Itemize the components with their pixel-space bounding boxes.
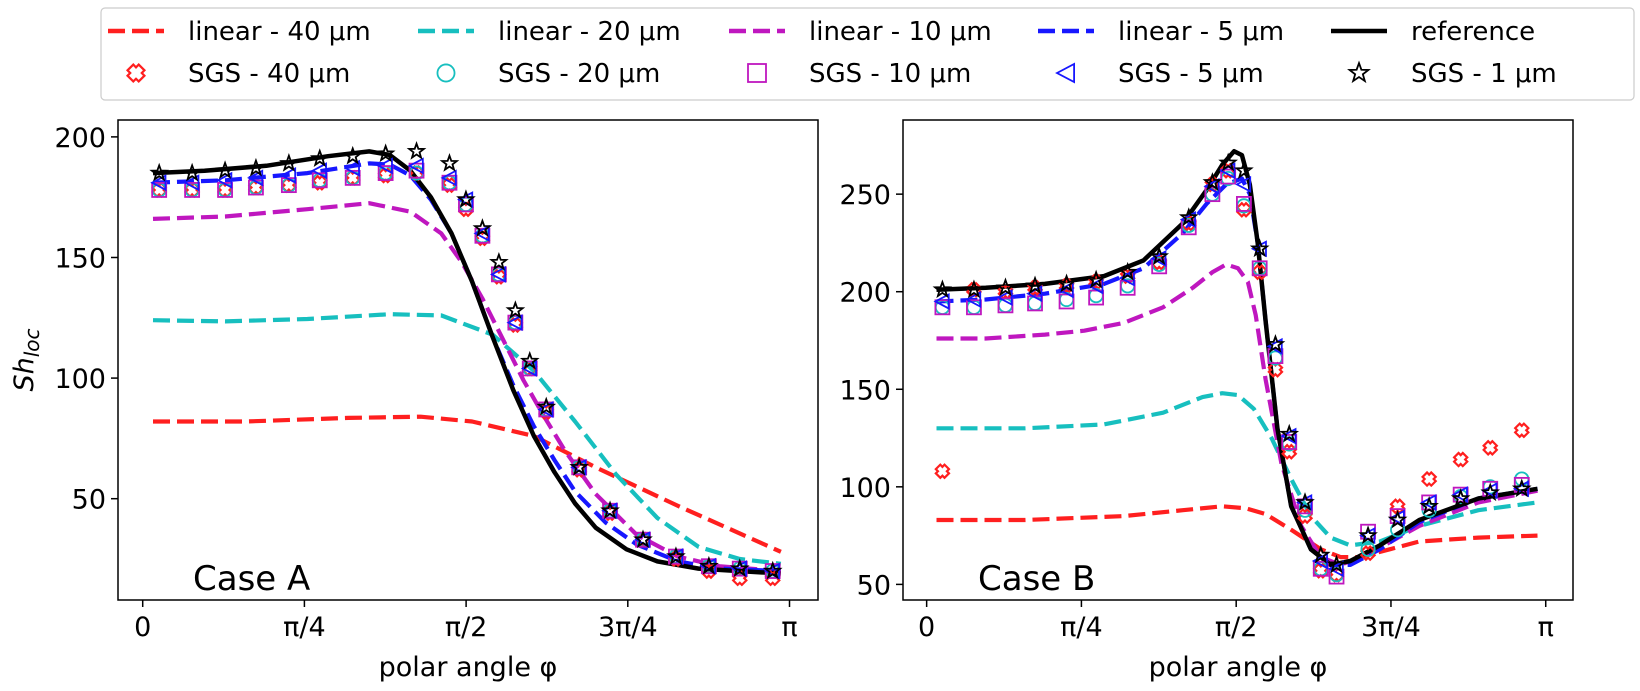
x-tick-label: 3π/4 xyxy=(1361,612,1421,643)
data-point xyxy=(1515,424,1528,437)
x-tick-label: π xyxy=(1538,612,1554,643)
y-tick-label: 200 xyxy=(839,278,891,309)
panel-case-a: 0 π/4 π/2 3π/4 π 50 100 150 200 Case A polar ang… xyxy=(9,120,818,683)
y-tick-label: 150 xyxy=(839,375,891,406)
series-line-linear-20-m xyxy=(937,393,1538,545)
panel-annotation: Case B xyxy=(978,559,1095,599)
y-tick-label: 50 xyxy=(857,570,891,601)
series-markers-sgs-40-m xyxy=(153,166,780,584)
series-line-linear-40-m xyxy=(937,506,1538,557)
data-point xyxy=(379,166,392,179)
data-point xyxy=(1484,441,1497,454)
y-tick-label: 150 xyxy=(54,243,106,274)
y-tick-label: 100 xyxy=(54,364,106,395)
x-tick-label: π/4 xyxy=(1060,612,1103,643)
legend-label: SGS - 20 μm xyxy=(498,59,660,89)
data-point xyxy=(1423,472,1436,485)
series-markers-sgs-10-m xyxy=(152,164,780,578)
series-line-linear-20-m xyxy=(153,314,781,564)
series-markers-sgs-20-m xyxy=(153,166,780,577)
data-point xyxy=(1283,445,1296,458)
x-axis-label: polar angle φ xyxy=(379,652,558,683)
legend-label: SGS - 10 μm xyxy=(809,59,971,89)
data-point xyxy=(442,156,457,170)
series-line-linear-10-m xyxy=(153,203,781,571)
axes-frame xyxy=(903,120,1573,600)
y-tick-label: 200 xyxy=(54,123,106,154)
x-tick-label: 0 xyxy=(134,612,151,643)
legend-label: linear - 10 μm xyxy=(809,17,992,47)
data-point xyxy=(936,465,949,478)
panel-annotation: Case A xyxy=(193,559,310,599)
legend-label: linear - 5 μm xyxy=(1118,17,1284,47)
legend-label: SGS - 1 μm xyxy=(1411,59,1557,89)
x-tick-label: π/4 xyxy=(283,612,326,643)
x-tick-label: π/2 xyxy=(1215,612,1258,643)
legend-label: linear - 40 μm xyxy=(188,17,371,47)
legend-label: SGS - 5 μm xyxy=(1118,59,1264,89)
series-markers-sgs-1-m xyxy=(152,144,780,578)
y-tick-label: 100 xyxy=(839,473,891,504)
legend-label: reference xyxy=(1411,17,1535,47)
x-tick-label: π xyxy=(781,612,797,643)
legend-label: linear - 20 μm xyxy=(498,17,681,47)
series-line-reference xyxy=(937,151,1538,565)
data-point xyxy=(1454,453,1467,466)
data-point xyxy=(409,144,424,158)
y-tick-label: 250 xyxy=(839,180,891,211)
y-tick-label: 50 xyxy=(72,485,106,516)
data-point xyxy=(313,174,326,187)
x-tick-label: 0 xyxy=(918,612,935,643)
axes-frame xyxy=(118,120,818,600)
panel-case-b: 0 π/4 π/2 3π/4 π 50 100 150 200 250 Case B polar … xyxy=(839,120,1573,683)
y-axis-label: Shloc xyxy=(9,328,44,391)
x-tick-label: π/2 xyxy=(445,612,488,643)
x-tick-label: 3π/4 xyxy=(598,612,658,643)
data-point xyxy=(492,255,507,269)
data-point xyxy=(443,176,456,189)
data-point xyxy=(508,303,523,317)
series-markers-sgs-5-m xyxy=(152,159,779,578)
series-line-linear-40-m xyxy=(153,417,781,552)
legend-label: SGS - 40 μm xyxy=(188,59,350,89)
data-point xyxy=(1028,297,1041,310)
x-axis-label: polar angle φ xyxy=(1149,652,1328,683)
legend: linear - 40 μm SGS - 40 μm linear - 20 μm S… xyxy=(101,8,1634,100)
